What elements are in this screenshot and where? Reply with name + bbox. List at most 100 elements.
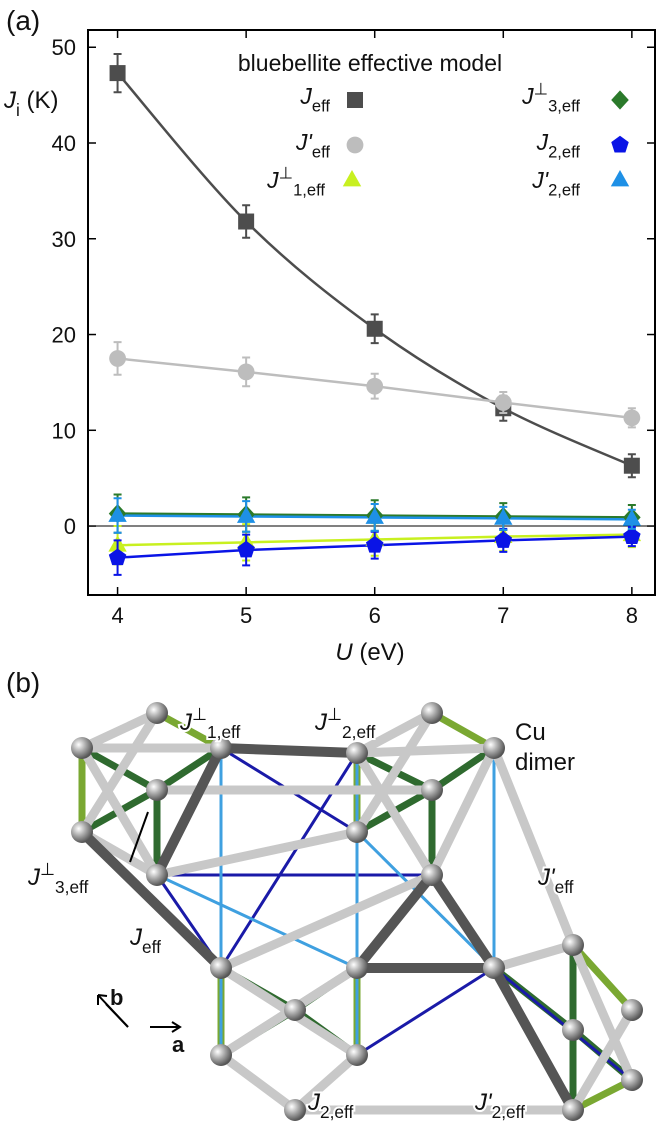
diagram-label-sup: ⊥ [40, 859, 55, 879]
diagram-label-base: J [27, 864, 41, 891]
legend-label-base: J [536, 129, 549, 155]
diagram-label-sub: 2,eff [320, 1102, 353, 1122]
series-line [118, 73, 632, 466]
atom [146, 864, 168, 886]
atom [146, 702, 168, 724]
marker [109, 350, 126, 367]
atom [562, 934, 584, 956]
atom [346, 821, 368, 843]
atom [71, 737, 93, 759]
diagram-label: J2,eff [307, 1089, 353, 1122]
marker [495, 394, 512, 411]
atom [621, 1069, 643, 1091]
bond [432, 875, 494, 968]
y-axis-label-rest: (K) [20, 87, 59, 114]
diagram-label: J'eff [537, 864, 574, 897]
atom [621, 999, 643, 1021]
panel-label: (a) [6, 5, 40, 36]
bond [357, 968, 494, 1055]
y-tick-label: 40 [52, 131, 76, 156]
x-tick-label: 7 [497, 603, 509, 628]
atom [210, 957, 232, 979]
marker [110, 65, 126, 81]
diagram-label: dimer [515, 749, 575, 776]
legend-label-sub: eff [312, 97, 331, 116]
atom [346, 742, 368, 764]
y-tick-label: 50 [52, 35, 76, 60]
atom [210, 1044, 232, 1066]
marker [623, 409, 640, 426]
diagram-label: Cu [515, 719, 546, 746]
x-axis-label: U (eV) [335, 639, 404, 666]
legend-label-sup: ⊥ [534, 79, 548, 98]
y-tick-label: 20 [52, 323, 76, 348]
legend-label-base: J [299, 83, 312, 109]
diagram-label: J⊥1,eff [179, 704, 241, 742]
atom [71, 821, 93, 843]
figure: (a) (b) 4567801020304050U (eV)Ji (K)blue… [0, 0, 657, 1132]
atom [421, 864, 443, 886]
atom [421, 779, 443, 801]
legend-label-sup: ⊥ [279, 163, 293, 182]
diagram-label-base: J [314, 709, 328, 736]
atom [346, 957, 368, 979]
legend-marker [611, 170, 629, 186]
diagram-label: J⊥2,eff [314, 704, 376, 742]
legend-label-sub: 2,eff [548, 181, 580, 200]
legend-label: Jeff [299, 83, 330, 116]
legend-label: J⊥1,eff [266, 163, 325, 199]
diagram-label: Jeff [129, 924, 161, 957]
diagram-label-sub: 2,eff [492, 1102, 525, 1122]
bond [494, 945, 573, 968]
bond [221, 748, 357, 753]
diagram-label: J'2,eff [474, 1089, 525, 1122]
marker [367, 321, 383, 337]
marker [366, 378, 383, 395]
legend-marker [347, 137, 364, 154]
legend-label-base: J' [295, 129, 314, 155]
legend-label: J'eff [295, 129, 330, 162]
diagram-label-base: J' [537, 864, 556, 891]
legend-marker [347, 92, 363, 108]
legend-label-sub: 1,eff [293, 181, 325, 200]
legend-marker [611, 90, 629, 109]
page: (a) (b) 4567801020304050U (eV)Ji (K)blue… [0, 0, 657, 1137]
atom [284, 1099, 306, 1121]
legend-marker [611, 136, 628, 153]
x-tick-label: 4 [111, 603, 123, 628]
diagram-label-sup: ⊥ [327, 704, 342, 724]
diagram-label-base: J' [474, 1089, 493, 1116]
legend-title: bluebellite effective model [238, 50, 502, 76]
marker [238, 214, 254, 230]
x-axis-label-rest: (eV) [353, 639, 405, 666]
panel-label: (b) [6, 667, 40, 698]
legend-label-sub: 3,eff [548, 97, 580, 116]
atom [146, 779, 168, 801]
y-axis-label: Ji (K) [3, 87, 59, 120]
diagram-label-base: J [129, 924, 143, 951]
diagram-label-sub: eff [142, 937, 161, 957]
marker [238, 363, 255, 380]
diagram-label-base: J [179, 709, 193, 736]
atom [562, 1099, 584, 1121]
y-tick-label: 0 [64, 514, 76, 539]
atom [483, 957, 505, 979]
diagram-label-sub: 3,eff [55, 877, 88, 897]
marker [624, 458, 640, 474]
y-tick-label: 30 [52, 227, 76, 252]
legend-label: J'2,eff [531, 167, 580, 200]
bond [221, 1055, 295, 1110]
atom [346, 1044, 368, 1066]
diagram-label-sup: ⊥ [192, 704, 207, 724]
legend-label-base: J [521, 83, 534, 109]
x-tick-label: 5 [240, 603, 252, 628]
diagram-label: J⊥3,eff [27, 859, 89, 897]
y-tick-label: 10 [52, 418, 76, 443]
atom [483, 737, 505, 759]
bond [494, 748, 573, 945]
legend-label-base: J' [531, 167, 550, 193]
legend-label-sub: eff [312, 143, 331, 162]
bond [157, 832, 357, 875]
atom [421, 702, 443, 724]
legend-label: J2,eff [536, 129, 581, 162]
